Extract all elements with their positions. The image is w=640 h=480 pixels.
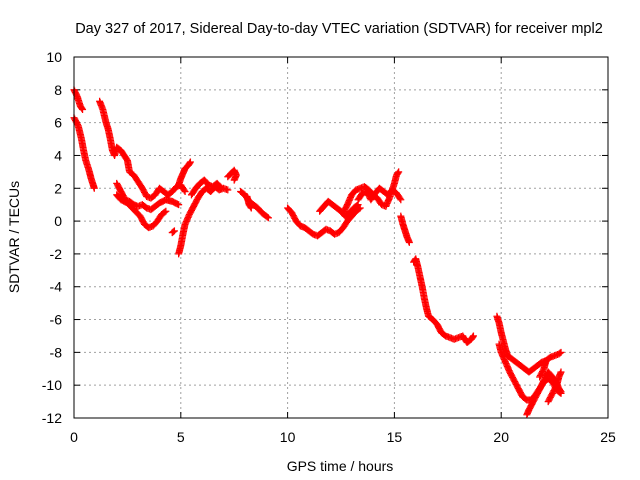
- data-point: [217, 183, 225, 191]
- data-point: [170, 227, 178, 235]
- data-point: [264, 214, 272, 222]
- series-s2: [70, 114, 98, 192]
- series-s1: [70, 86, 87, 114]
- data-point: [169, 228, 177, 236]
- data-point: [557, 388, 565, 396]
- data-point: [394, 169, 402, 177]
- data-point: [469, 333, 477, 341]
- data-point: [162, 207, 170, 215]
- data-point: [161, 208, 169, 216]
- series-s9: [187, 176, 225, 199]
- series-s8: [175, 158, 194, 189]
- data-point: [540, 361, 548, 369]
- data-point: [247, 203, 255, 211]
- data-point: [556, 387, 564, 395]
- series-s3: [96, 97, 189, 202]
- x-tick-label: 5: [177, 429, 185, 445]
- data-point: [78, 104, 86, 112]
- data-point: [173, 200, 181, 208]
- y-axis-label: SDTVAR / TECUs: [6, 181, 22, 293]
- grid-layer: [74, 57, 608, 418]
- y-tick-label: -4: [50, 279, 63, 295]
- data-point: [224, 186, 232, 194]
- data-point: [397, 196, 405, 204]
- chart-title: Day 327 of 2017, Sidereal Day-to-day VTE…: [75, 21, 603, 37]
- series-s22: [536, 357, 550, 381]
- y-tick-label: -6: [50, 312, 63, 328]
- data-point: [186, 158, 194, 166]
- y-tick-label: 0: [54, 213, 62, 229]
- y-tick-label: 10: [46, 49, 62, 65]
- series-s19: [493, 312, 565, 376]
- y-tick-label: 6: [54, 115, 62, 131]
- series-s13: [284, 204, 364, 240]
- series-s14: [316, 197, 362, 220]
- series-s17: [397, 212, 413, 246]
- x-tick-label: 25: [600, 429, 616, 445]
- y-tick-label: 8: [54, 82, 62, 98]
- data-point: [230, 176, 238, 184]
- x-tick-label: 0: [70, 429, 78, 445]
- y-tick-label: 2: [54, 180, 62, 196]
- data-point: [263, 213, 271, 221]
- data-point: [90, 184, 98, 192]
- series-s10: [224, 166, 240, 184]
- data-point: [79, 106, 87, 114]
- y-tick-label: 4: [54, 147, 62, 163]
- plot-frame: [73, 56, 609, 419]
- series-s11: [237, 188, 272, 222]
- data-point: [175, 201, 183, 209]
- series-s12: [243, 192, 255, 212]
- x-tick-label: 20: [493, 429, 509, 445]
- data-point: [556, 349, 564, 357]
- series-s7: [175, 183, 232, 258]
- x-tick-label: 10: [280, 429, 296, 445]
- data-point: [557, 368, 565, 376]
- y-tick-label: -2: [50, 246, 63, 262]
- series-s23: [544, 368, 565, 406]
- data-point: [247, 204, 255, 212]
- x-axis-label: GPS time / hours: [287, 458, 394, 474]
- data-point: [557, 348, 565, 356]
- series-s5: [113, 191, 170, 232]
- series-s6: [168, 227, 178, 237]
- data-point: [181, 188, 189, 196]
- data-point: [405, 238, 413, 246]
- y-tick-label: -8: [50, 344, 63, 360]
- data-point: [186, 159, 194, 167]
- data-points-layer: [70, 86, 565, 419]
- y-tick-label: -10: [42, 377, 62, 393]
- data-point: [353, 202, 361, 210]
- x-tick-label: 15: [387, 429, 403, 445]
- data-point: [217, 184, 225, 192]
- data-point: [180, 186, 188, 194]
- y-tick-label: -12: [42, 410, 62, 426]
- ticks-layer: [73, 56, 609, 419]
- data-point: [396, 194, 404, 202]
- series-s16: [354, 184, 405, 204]
- data-point: [469, 332, 477, 340]
- series-s18: [410, 255, 477, 347]
- data-point: [395, 168, 403, 176]
